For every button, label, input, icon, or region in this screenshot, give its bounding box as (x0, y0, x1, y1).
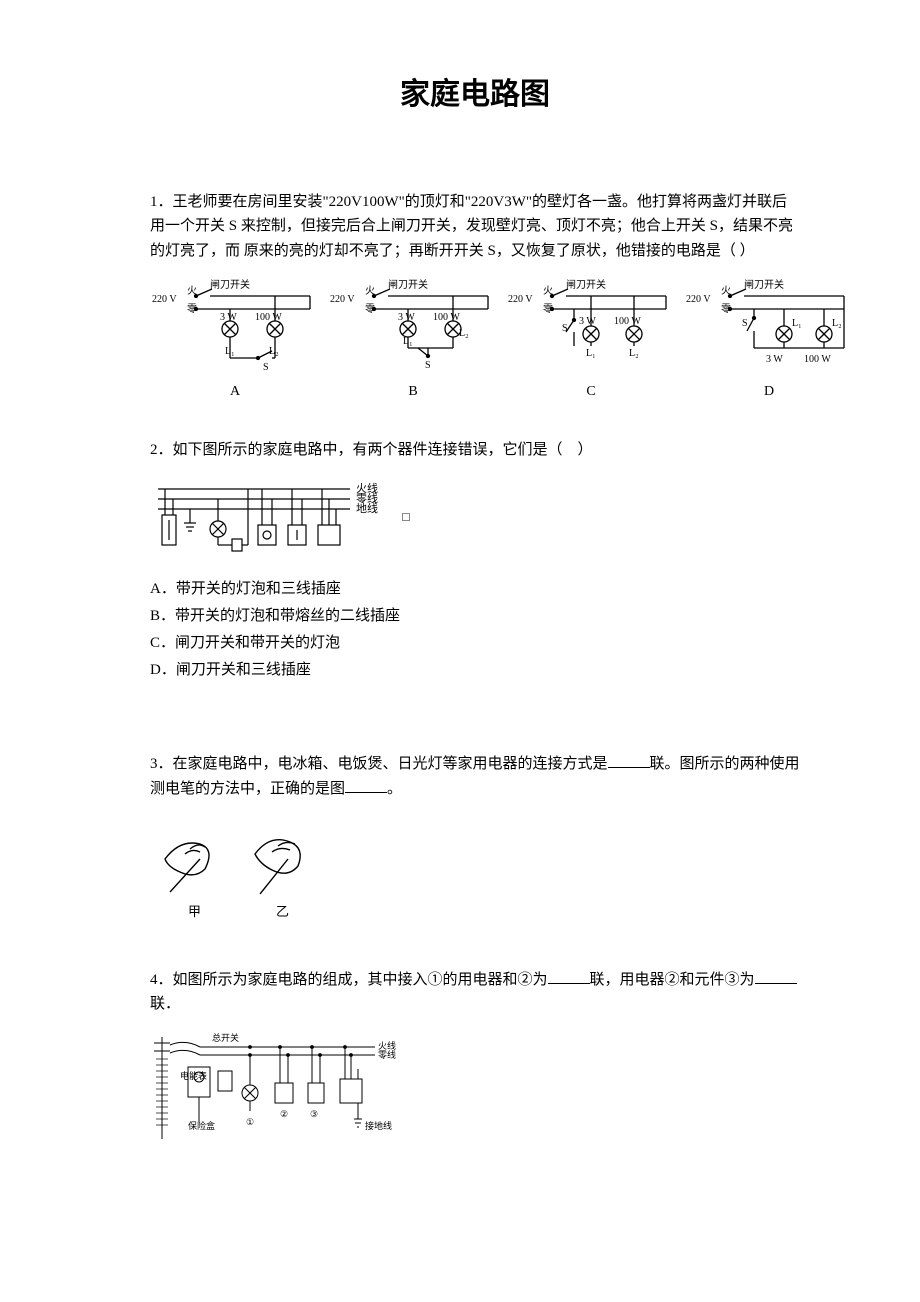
circuit-B-label: B (328, 380, 498, 403)
svg-text:100 W: 100 W (433, 312, 460, 323)
svg-text:②: ② (280, 1109, 288, 1119)
svg-text:保险盒: 保险盒 (188, 1120, 215, 1131)
svg-text:3 W: 3 W (766, 354, 783, 365)
q1-text: 1．王老师要在房间里安装"220V100W"的顶灯和"220V3W"的壁灯各一盏… (150, 190, 800, 264)
q4-diagram: 总开关 火线 零线 电能表 保险盒 (150, 1029, 800, 1158)
svg-text:闸刀开关: 闸刀开关 (744, 278, 784, 291)
question-1: 1．王老师要在房间里安装"220V100W"的顶灯和"220V3W"的壁灯各一盏… (150, 190, 800, 403)
svg-text:接地线: 接地线 (365, 1120, 392, 1131)
page-title: 家庭电路图 (150, 70, 800, 120)
svg-text:100 W: 100 W (804, 354, 831, 365)
circuit-D: 220 V 火 零 闸刀开关 S (684, 276, 854, 403)
svg-text:3 W: 3 W (579, 316, 596, 327)
svg-text:S: S (742, 318, 748, 329)
q1-diagrams: 220 V 火 零 闸刀开关 (150, 276, 800, 403)
svg-text:3 W: 3 W (220, 312, 237, 323)
q4-t1: 4．如图所示为家庭电路的组成，其中接入①的用电器和②为 (150, 972, 548, 988)
q3-t3: 。 (387, 781, 402, 797)
svg-text:S: S (562, 323, 568, 334)
question-4: 4．如图所示为家庭电路的组成，其中接入①的用电器和②为 联，用电器②和元件③为联．… (150, 968, 800, 1158)
q3-t1: 3．在家庭电路中，电冰箱、电饭煲、日光灯等家用电器的连接方式是 (150, 756, 608, 772)
q3-blank-2 (345, 777, 387, 793)
svg-text:220 V: 220 V (330, 294, 355, 305)
svg-text:闸刀开关: 闸刀开关 (566, 278, 606, 291)
svg-text:100 W: 100 W (255, 312, 282, 323)
svg-text:100 W: 100 W (614, 316, 641, 327)
question-2: 2．如下图所示的家庭电路中，有两个器件连接错误，它们是（ ） 火线 零线 地线 (150, 438, 800, 683)
svg-text:S: S (263, 362, 269, 373)
volt-label: 220 V (152, 294, 177, 305)
q4-t2: 联，用电器②和元件③为 (590, 972, 755, 988)
q2-options: A．带开关的灯泡和三线插座 B．带开关的灯泡和带熔丝的二线插座 C．闸刀开关和带… (150, 577, 800, 682)
svg-text:220 V: 220 V (686, 294, 711, 305)
q2-option-A: A．带开关的灯泡和三线插座 (150, 577, 800, 602)
svg-text:S: S (425, 360, 431, 371)
svg-text:L₂: L₂ (832, 318, 842, 329)
svg-text:总开关: 总开关 (212, 1032, 239, 1043)
q4-blank-2 (755, 968, 797, 984)
q2-option-B: B．带开关的灯泡和带熔丝的二线插座 (150, 604, 800, 629)
svg-text:L₁: L₁ (792, 318, 802, 329)
svg-text:甲: 甲 (188, 904, 201, 919)
svg-text:③: ③ (310, 1109, 318, 1119)
question-3: 3．在家庭电路中，电冰箱、电饭煲、日光灯等家用电器的连接方式是联。图所示的两种使… (150, 752, 800, 932)
circuit-C: 220 V 火 零 闸刀开关 S (506, 276, 676, 403)
q2-diagram: 火线 零线 地线 (150, 475, 800, 572)
svg-text:零线: 零线 (378, 1049, 396, 1060)
svg-text:L₂: L₂ (459, 328, 469, 339)
svg-text:3 W: 3 W (398, 312, 415, 323)
svg-text:电能表: 电能表 (180, 1070, 207, 1081)
svg-text:闸刀开关: 闸刀开关 (388, 278, 428, 291)
q2-option-C: C．闸刀开关和带开关的灯泡 (150, 631, 800, 656)
knife-label: 闸刀开关 (210, 278, 250, 291)
q2-option-D: D．闸刀开关和三线插座 (150, 658, 800, 683)
q4-t3: 联． (150, 996, 180, 1012)
svg-text:①: ① (246, 1117, 254, 1127)
svg-text:220 V: 220 V (508, 294, 533, 305)
q4-text: 4．如图所示为家庭电路的组成，其中接入①的用电器和②为 联，用电器②和元件③为联． (150, 968, 800, 1018)
circuit-A-label: A (150, 380, 320, 403)
circuit-A: 220 V 火 零 闸刀开关 (150, 276, 320, 403)
q3-blank-1 (608, 752, 650, 768)
circuit-C-label: C (506, 380, 676, 403)
q2-text: 2．如下图所示的家庭电路中，有两个器件连接错误，它们是（ ） (150, 438, 800, 463)
q4-blank-1 (548, 968, 590, 984)
svg-text:L₁: L₁ (586, 348, 596, 359)
marker-icon (402, 513, 410, 521)
svg-text:乙: 乙 (276, 904, 289, 919)
circuit-B: 220 V 火 零 闸刀开关 3 W L₁ (328, 276, 498, 403)
svg-text:地线: 地线 (356, 501, 378, 515)
circuit-D-label: D (684, 380, 854, 403)
q3-diagram: 甲 乙 (150, 814, 800, 933)
svg-text:L₂: L₂ (629, 348, 639, 359)
q3-text: 3．在家庭电路中，电冰箱、电饭煲、日光灯等家用电器的连接方式是联。图所示的两种使… (150, 752, 800, 802)
svg-text:L₁: L₁ (403, 336, 413, 347)
